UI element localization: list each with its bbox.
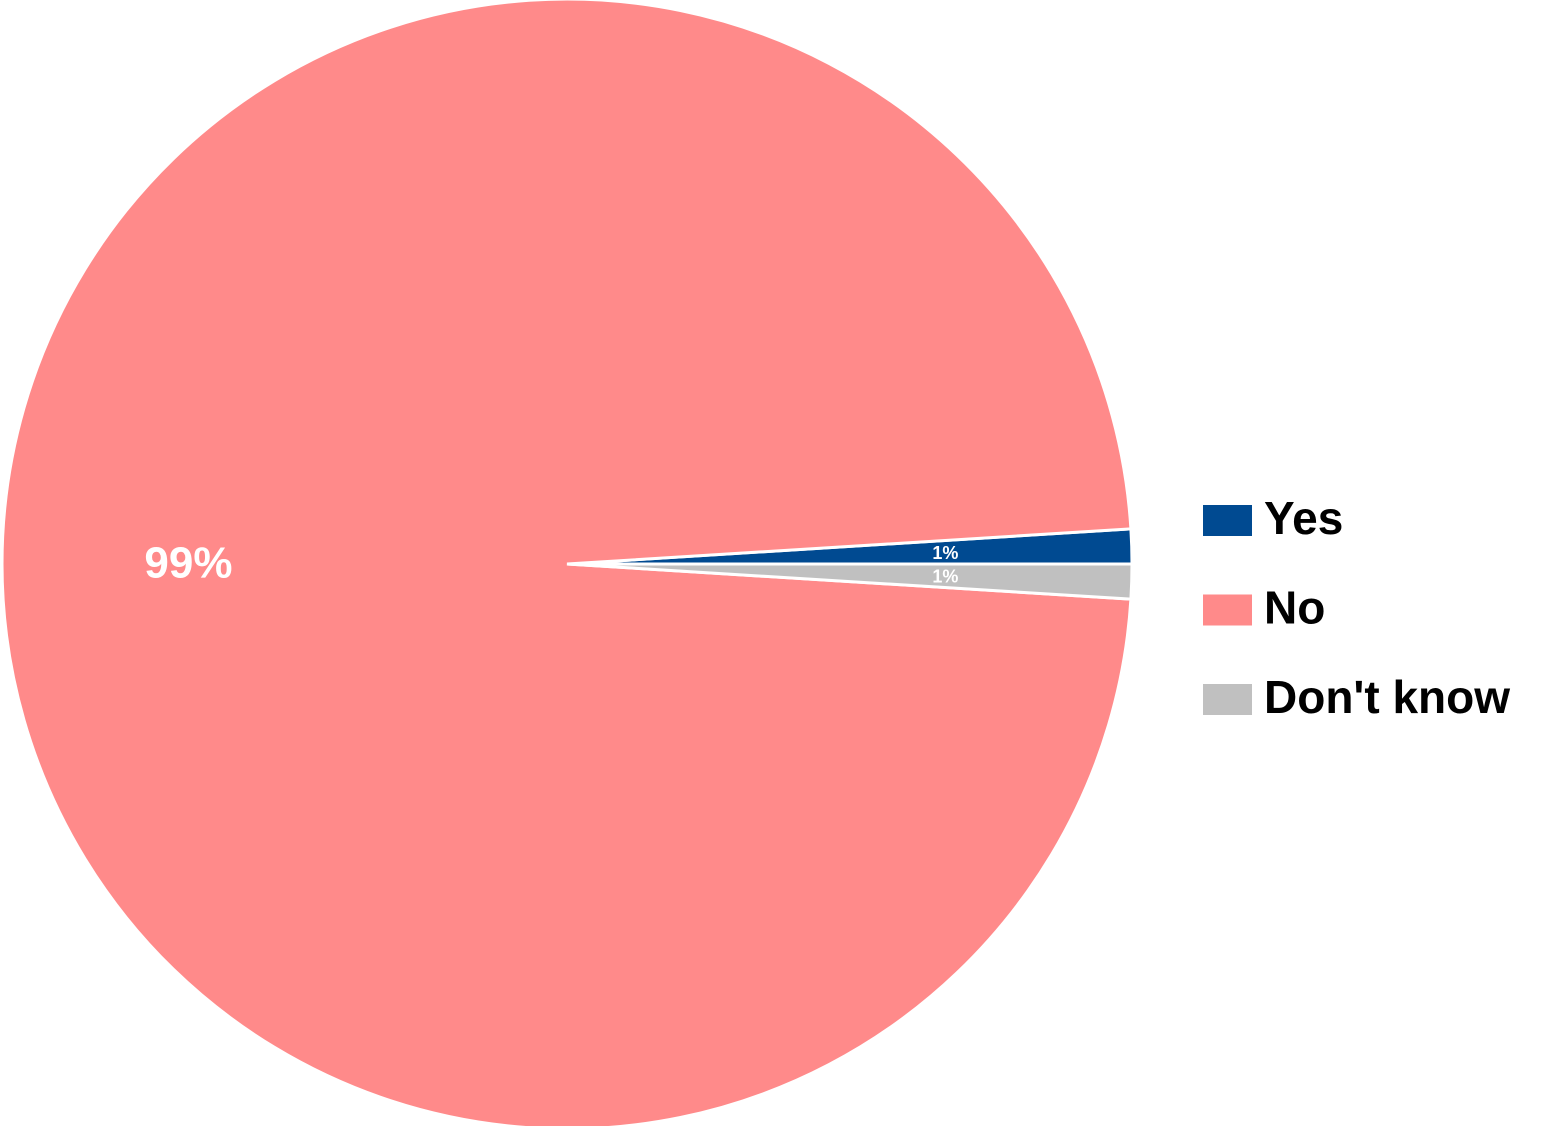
slice — [0, 0, 1133, 1126]
pie: 1% 99% 1% — [0, 0, 1134, 1126]
legend-swatch — [1203, 505, 1252, 536]
slice-label: 99% — [144, 539, 232, 588]
legend-swatch — [1203, 594, 1252, 626]
slice-label: 1% — [932, 543, 958, 563]
legend-label: Don't know — [1264, 671, 1510, 723]
legend: Yes No Don't know — [1203, 492, 1510, 723]
legend-label: Yes — [1264, 492, 1343, 544]
legend-swatch — [1203, 684, 1252, 715]
slice — [566, 562, 1134, 601]
legend-label: No — [1264, 582, 1325, 634]
slice-label: 1% — [932, 567, 958, 587]
